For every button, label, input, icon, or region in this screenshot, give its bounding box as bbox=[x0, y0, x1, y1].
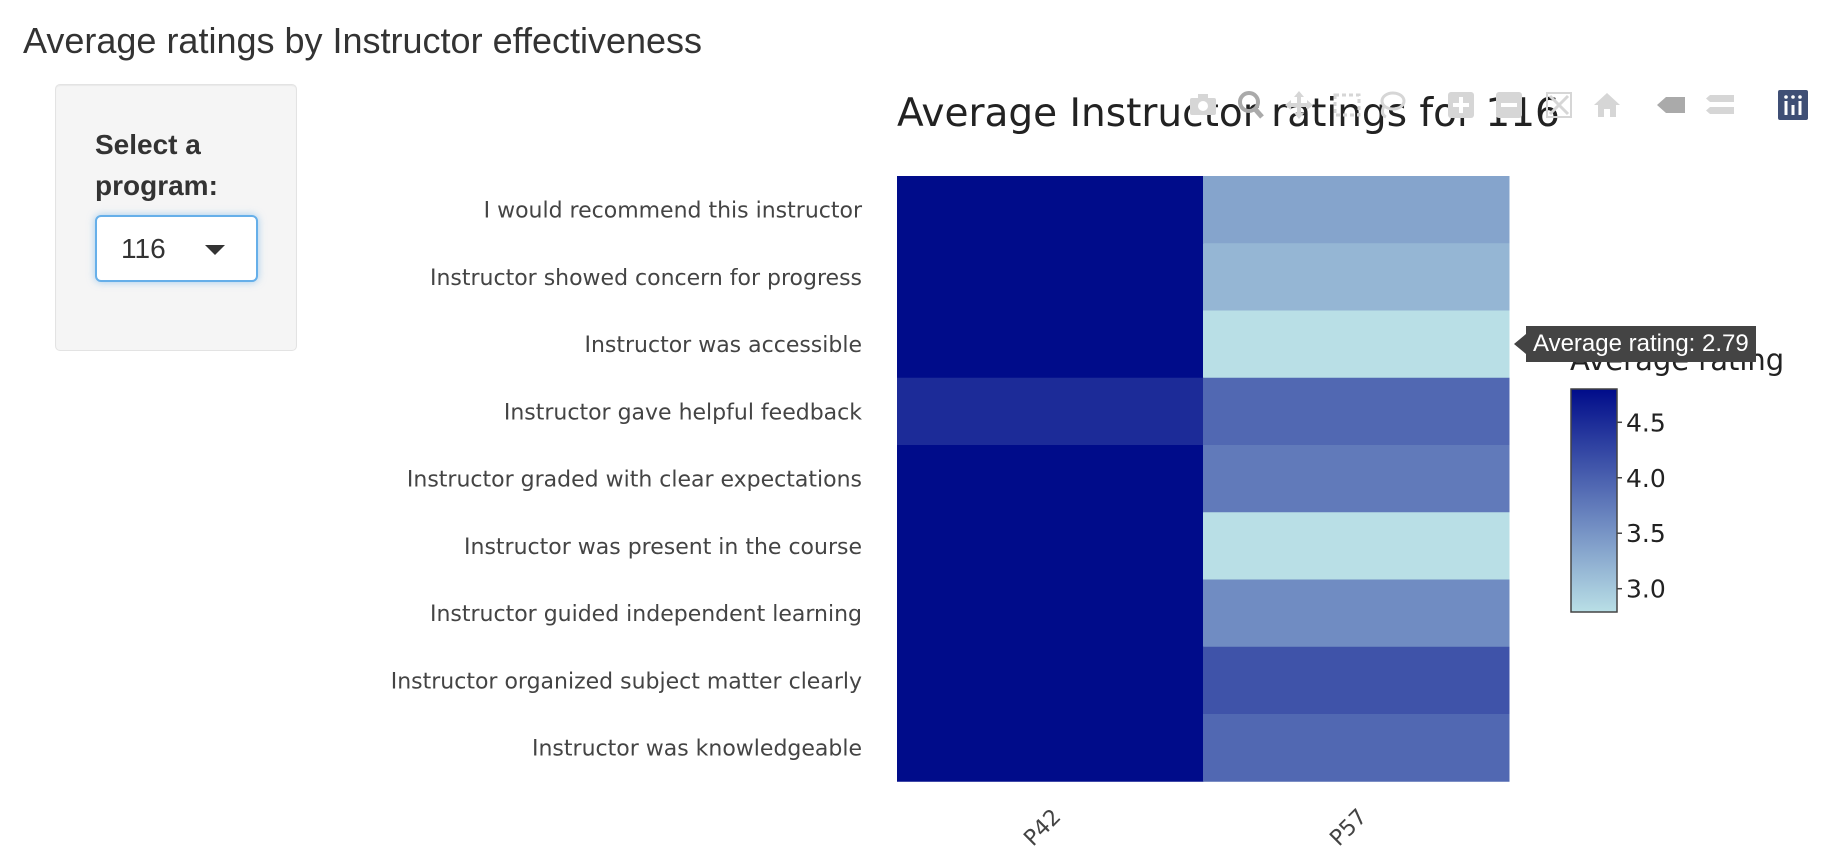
colorbar-tick-label: 4.5 bbox=[1626, 408, 1666, 437]
program-select[interactable]: 116 bbox=[95, 215, 258, 282]
y-axis-labels: I would recommend this instructor Instruc… bbox=[391, 199, 863, 762]
zoom-in-icon[interactable] bbox=[1444, 88, 1478, 122]
colorbar-tick-label: 4.0 bbox=[1626, 464, 1666, 493]
heatmap-cell[interactable] bbox=[897, 310, 1204, 379]
chevron-down-icon bbox=[205, 245, 225, 255]
pan-icon[interactable] bbox=[1282, 88, 1316, 122]
box-select-icon[interactable] bbox=[1330, 88, 1364, 122]
y-tick-label: Instructor was present in the course bbox=[464, 535, 862, 560]
tooltip-arrow bbox=[1514, 334, 1526, 354]
y-tick-label: Instructor graded with clear expectation… bbox=[407, 468, 862, 493]
heatmap-cells bbox=[897, 176, 1510, 782]
heatmap-cell[interactable] bbox=[897, 512, 1204, 580]
sidebar-panel: Select a program: 116 bbox=[55, 84, 297, 351]
page-title: Average ratings by Instructor effectiven… bbox=[23, 20, 703, 61]
zoom-icon[interactable] bbox=[1234, 88, 1268, 122]
heatmap-cell[interactable] bbox=[1203, 243, 1510, 311]
y-tick-label: Instructor was accessible bbox=[584, 333, 862, 358]
compare-hover-icon[interactable] bbox=[1704, 88, 1738, 122]
heatmap-cell[interactable] bbox=[1203, 512, 1510, 580]
heatmap-cell[interactable] bbox=[897, 243, 1204, 311]
x-tick-label: P42 bbox=[1019, 805, 1066, 852]
autoscale-icon[interactable] bbox=[1542, 88, 1576, 122]
heatmap-cell[interactable] bbox=[897, 714, 1204, 782]
x-axis-labels: P42 P57 bbox=[1019, 805, 1372, 852]
heatmap-cell[interactable] bbox=[897, 377, 1204, 446]
lasso-icon[interactable] bbox=[1374, 88, 1408, 122]
y-tick-label: Instructor organized subject matter clea… bbox=[391, 669, 862, 694]
heatmap-cell[interactable] bbox=[897, 176, 1204, 244]
heatmap-cell[interactable] bbox=[1203, 310, 1510, 379]
camera-icon[interactable] bbox=[1186, 88, 1220, 122]
heatmap-cell[interactable] bbox=[897, 646, 1204, 715]
heatmap-cell[interactable] bbox=[1203, 714, 1510, 782]
tooltip-text: Average rating: 2.79 bbox=[1526, 326, 1756, 362]
plotly-logo-icon[interactable] bbox=[1776, 88, 1810, 122]
y-tick-label: Instructor gave helpful feedback bbox=[504, 400, 862, 425]
heatmap-cell[interactable] bbox=[1203, 646, 1510, 715]
heatmap-cell[interactable] bbox=[1203, 176, 1510, 244]
colorbar-tick-label: 3.5 bbox=[1626, 519, 1666, 548]
reset-axes-icon[interactable] bbox=[1590, 88, 1624, 122]
colorbar-tick-label: 3.0 bbox=[1626, 575, 1666, 604]
heatmap-cell[interactable] bbox=[897, 579, 1204, 648]
modebar bbox=[1186, 88, 1816, 128]
heatmap-cell[interactable] bbox=[1203, 579, 1510, 648]
colorbar-gradient bbox=[1570, 388, 1618, 613]
heatmap-cell[interactable] bbox=[1203, 445, 1510, 513]
colorbar: Average rating3.03.54.04.5 bbox=[1570, 343, 1784, 613]
program-select-value: 116 bbox=[121, 233, 166, 264]
y-tick-label: Instructor guided independent learning bbox=[430, 602, 862, 627]
spike-lines-icon[interactable] bbox=[1654, 88, 1688, 122]
heatmap-cell[interactable] bbox=[897, 445, 1204, 513]
y-tick-label: I would recommend this instructor bbox=[484, 199, 863, 224]
heatmap-cell[interactable] bbox=[1203, 377, 1510, 446]
y-tick-label: Instructor was knowledgeable bbox=[532, 737, 862, 762]
zoom-out-icon[interactable] bbox=[1492, 88, 1526, 122]
x-tick-label: P57 bbox=[1325, 805, 1372, 852]
y-tick-label: Instructor showed concern for progress bbox=[430, 266, 862, 291]
select-label: Select a program: bbox=[95, 129, 218, 201]
